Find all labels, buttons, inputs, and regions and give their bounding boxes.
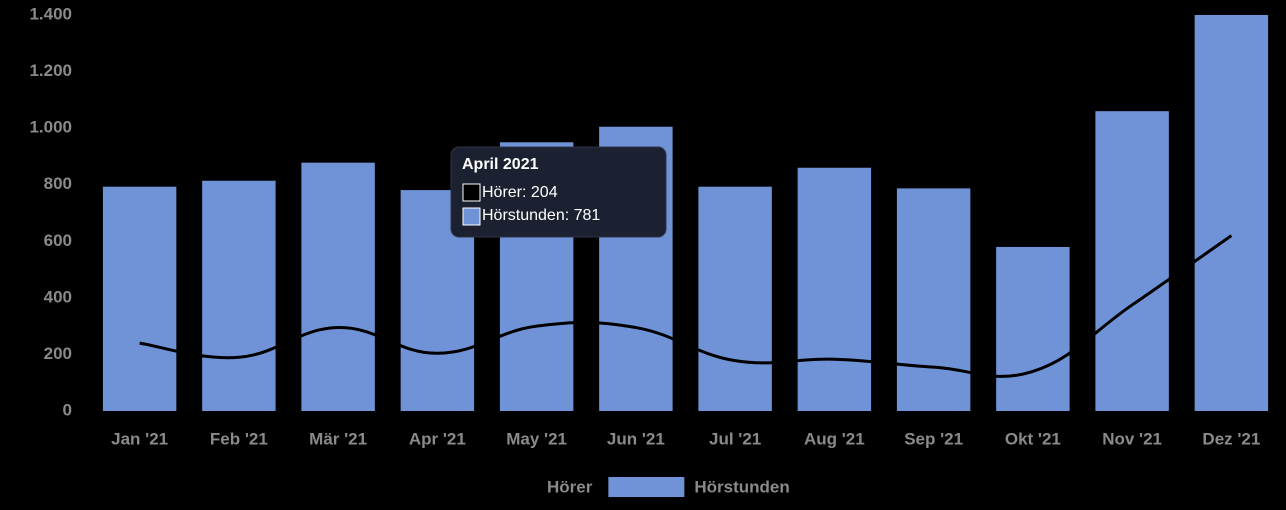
y-tick-label: 0 xyxy=(63,400,72,419)
y-tick-label: 600 xyxy=(44,231,72,250)
tooltip-title: April 2021 xyxy=(462,156,539,173)
bar xyxy=(202,180,276,411)
tooltip-swatch xyxy=(462,183,481,202)
legend-label: Hörer xyxy=(547,477,593,496)
bar xyxy=(797,167,872,411)
x-tick-label: Sep '21 xyxy=(904,429,963,448)
tooltip-item: Hörer: 204 xyxy=(482,184,558,201)
x-tick-label: Jun '21 xyxy=(607,429,665,448)
bar xyxy=(1194,15,1269,411)
x-tick-label: Jul '21 xyxy=(709,429,761,448)
tooltip-item: Hörstunden: 781 xyxy=(482,207,600,224)
legend-label: Hörstunden xyxy=(694,477,789,496)
tooltip-swatch xyxy=(462,207,481,226)
bar xyxy=(301,162,375,411)
line xyxy=(139,234,1233,378)
x-tick-label: Apr '21 xyxy=(409,429,466,448)
bar xyxy=(1095,111,1169,412)
x-tick-label: Aug '21 xyxy=(804,429,865,448)
bar xyxy=(896,188,971,411)
x-tick-label: Dez '21 xyxy=(1202,429,1260,448)
tooltip: April 2021 Hörer: 204 Hörstunden: 781 xyxy=(450,146,667,238)
bar xyxy=(102,186,177,411)
legend-swatch xyxy=(608,477,685,497)
x-tick-label: Mär '21 xyxy=(309,429,367,448)
tooltip-box xyxy=(450,146,667,238)
y-tick-label: 1.000 xyxy=(29,118,72,137)
x-tick-label: Jan '21 xyxy=(111,429,168,448)
x-tick-label: Nov '21 xyxy=(1102,429,1162,448)
x-tick-label: Okt '21 xyxy=(1005,429,1061,448)
y-tick-label: 800 xyxy=(44,174,72,193)
bar xyxy=(698,186,772,411)
bar xyxy=(996,246,1070,411)
y-tick-label: 1.200 xyxy=(29,61,72,80)
x-tick-label: May '21 xyxy=(506,429,567,448)
y-tick-label: 400 xyxy=(44,287,72,306)
y-tick-label: 200 xyxy=(44,344,72,363)
y-tick-label: 1.400 xyxy=(29,4,72,23)
x-tick-label: Feb '21 xyxy=(210,429,268,448)
